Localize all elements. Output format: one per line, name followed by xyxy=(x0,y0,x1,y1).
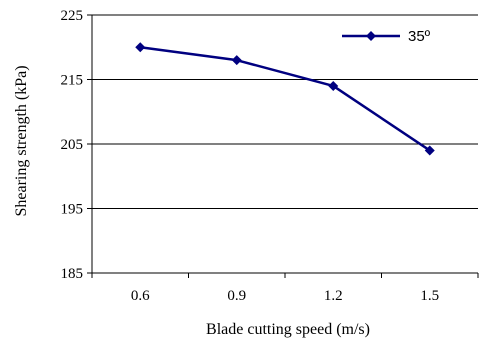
legend-marker-swatch xyxy=(366,31,376,41)
x-tick-label: 1.5 xyxy=(420,288,439,304)
gridlines xyxy=(92,14,478,209)
x-tick-labels: 0.6 0.9 1.2 1.5 xyxy=(131,288,439,304)
data-point-marker xyxy=(424,145,435,156)
y-tick-labels: 185 195 205 215 225 xyxy=(61,8,84,282)
legend: 35º xyxy=(342,28,431,45)
x-tick-label: 0.9 xyxy=(227,288,246,304)
y-tick-label: 185 xyxy=(61,266,84,282)
axes xyxy=(87,14,479,278)
x-axis-title: Blade cutting speed (m/s) xyxy=(206,321,370,338)
data-point-marker xyxy=(328,80,339,91)
y-tick-label: 205 xyxy=(61,137,84,153)
data-point-marker xyxy=(231,55,242,66)
y-tick-label: 225 xyxy=(61,8,84,24)
series xyxy=(135,42,435,156)
y-tick-label: 195 xyxy=(61,202,84,218)
y-axis-title: Shearing strength (kPa) xyxy=(13,65,30,216)
series-line xyxy=(140,46,431,152)
x-tick-label: 1.2 xyxy=(324,288,343,304)
y-tick-label: 215 xyxy=(61,73,84,89)
x-tick-label: 0.6 xyxy=(131,288,150,304)
data-point-marker xyxy=(135,42,146,53)
legend-label: 35º xyxy=(408,28,431,45)
